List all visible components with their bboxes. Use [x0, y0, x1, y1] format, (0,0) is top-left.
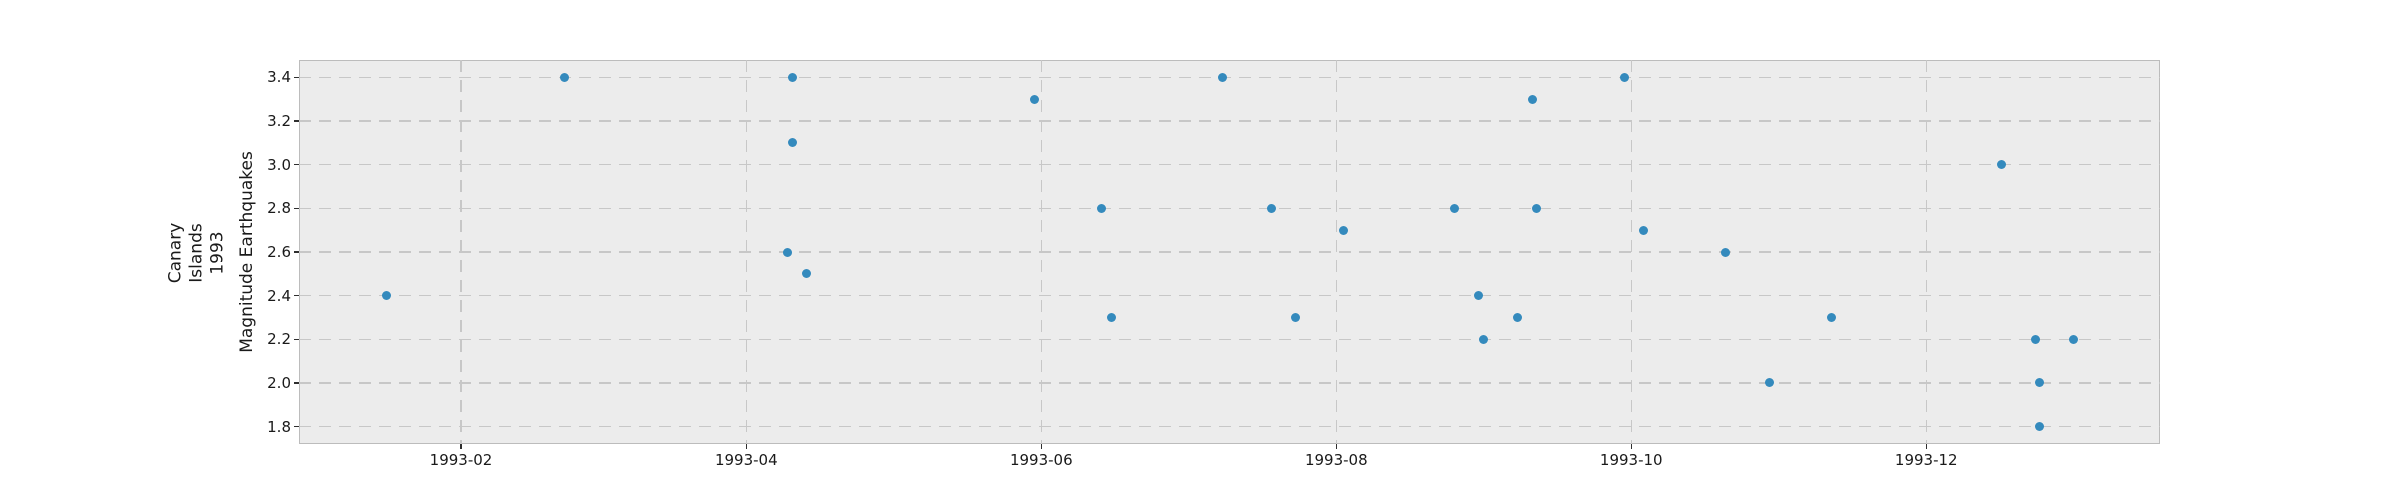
y-tick	[294, 76, 299, 79]
h-gridline	[299, 425, 2160, 428]
data-point	[1097, 203, 1107, 213]
x-tick	[460, 444, 462, 449]
data-point	[1721, 247, 1731, 257]
y-tick	[294, 425, 299, 428]
data-point	[1532, 203, 1542, 213]
v-gridline	[460, 60, 462, 444]
data-point	[560, 72, 570, 82]
x-tick	[745, 444, 747, 449]
data-point	[1290, 312, 1300, 322]
data-point	[787, 72, 797, 82]
x-tick-label: 1993-02	[429, 451, 493, 469]
y-tick-label: 3.4	[267, 68, 291, 87]
data-point	[1339, 225, 1349, 235]
x-tick	[1040, 444, 1042, 449]
x-tick	[1925, 444, 1927, 449]
data-point	[782, 247, 792, 257]
y-tick	[294, 338, 299, 340]
row-label-line: Canary	[165, 222, 186, 284]
row-label-line: Islands	[186, 223, 207, 283]
x-tick	[1335, 444, 1337, 449]
y-tick-label: 2.0	[267, 373, 291, 392]
data-point	[1479, 334, 1489, 344]
h-gridline	[299, 294, 2160, 297]
h-gridline	[299, 338, 2160, 340]
y-tick-label: 2.2	[267, 330, 291, 349]
x-tick-label: 1993-08	[1304, 451, 1368, 469]
y-tick	[294, 294, 299, 297]
data-point	[1827, 312, 1837, 322]
h-gridline	[299, 207, 2160, 210]
y-tick-label: 2.6	[267, 243, 291, 261]
y-tick-label: 2.8	[267, 199, 291, 218]
y-tick	[294, 382, 299, 384]
data-point	[1996, 160, 2006, 170]
v-gridline	[745, 60, 747, 444]
y-tick-label: 3.0	[267, 155, 291, 174]
v-gridline	[1630, 60, 1632, 444]
data-point	[1764, 378, 1774, 388]
data-point	[1513, 312, 1523, 322]
data-point	[2069, 334, 2079, 344]
data-point	[1218, 72, 1228, 82]
data-point	[1527, 94, 1537, 104]
x-tick-label: 1993-12	[1894, 451, 1958, 469]
data-point	[2035, 378, 2045, 388]
data-point	[1638, 225, 1648, 235]
row-label-line: 1993	[207, 231, 228, 275]
row-label-canary-islands-1993: Canary Islands 1993	[166, 223, 229, 284]
x-tick	[1630, 444, 1632, 449]
data-point	[1266, 203, 1276, 213]
data-point	[381, 291, 391, 301]
v-gridline	[1925, 60, 1927, 444]
data-point	[2035, 422, 2045, 432]
data-point	[1029, 94, 1039, 104]
y-tick-label: 1.8	[267, 417, 291, 436]
h-gridline	[299, 120, 2160, 122]
x-tick-label: 1993-04	[714, 451, 778, 469]
data-point	[1450, 203, 1460, 213]
x-tick-label: 1993-06	[1009, 451, 1073, 469]
y-tick-label: 2.4	[267, 286, 291, 305]
y-tick	[294, 207, 299, 210]
data-point	[2030, 334, 2040, 344]
x-tick-label: 1993-10	[1599, 451, 1663, 469]
h-gridline	[299, 164, 2160, 166]
data-point	[1474, 291, 1484, 301]
y-tick	[294, 251, 299, 253]
data-point	[1619, 72, 1629, 82]
y-tick	[294, 120, 299, 122]
h-gridline	[299, 251, 2160, 253]
data-point	[787, 138, 797, 148]
v-gridline	[1040, 60, 1042, 444]
h-gridline	[299, 76, 2160, 79]
v-gridline	[1335, 60, 1337, 444]
y-tick	[294, 164, 299, 166]
y-tick-label: 3.2	[267, 112, 291, 131]
data-point	[1106, 312, 1116, 322]
data-point	[802, 269, 812, 279]
h-gridline	[299, 382, 2160, 384]
